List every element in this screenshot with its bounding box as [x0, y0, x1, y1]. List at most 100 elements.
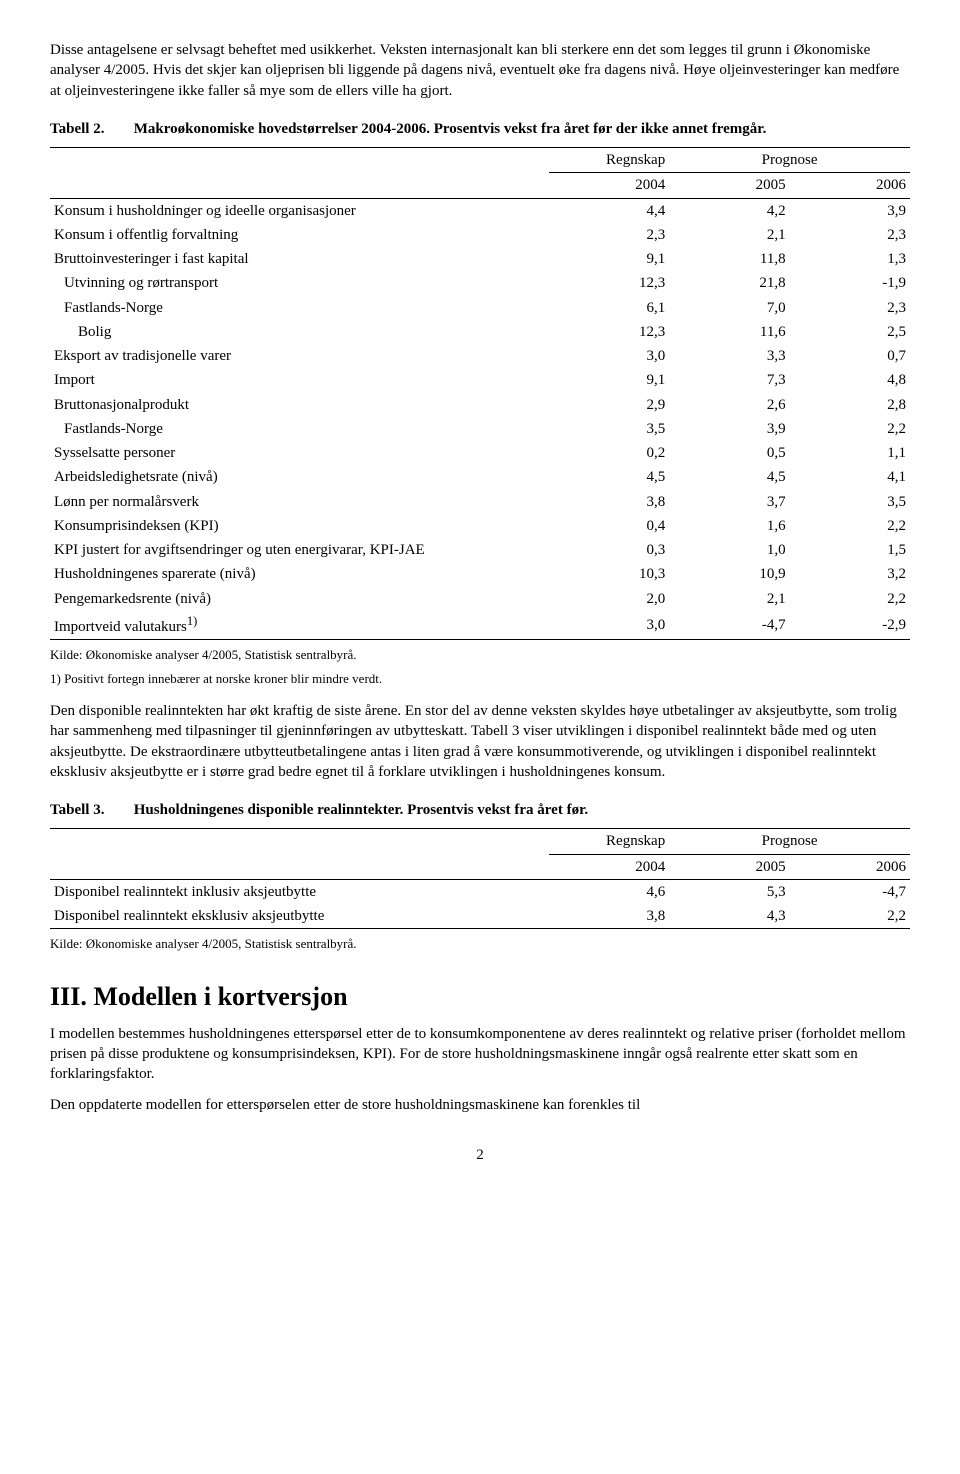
table-row: Fastlands-Norge3,53,92,2 [50, 417, 910, 441]
row-label: Husholdningenes sparerate (nivå) [50, 562, 549, 586]
table2-blank-header-2 [50, 173, 549, 198]
table2-blank-header [50, 148, 549, 173]
table-row: Utvinning og rørtransport12,321,8-1,9 [50, 271, 910, 295]
table2-year-0: 2004 [549, 173, 669, 198]
cell-value: 3,0 [549, 344, 669, 368]
cell-value: 3,8 [549, 904, 669, 929]
cell-value: 4,6 [549, 879, 669, 904]
cell-value: 1,1 [790, 441, 910, 465]
cell-value: 4,4 [549, 198, 669, 223]
cell-value: 2,6 [669, 393, 789, 417]
cell-value: 2,2 [790, 514, 910, 538]
cell-value: 10,9 [669, 562, 789, 586]
table-row: Disponibel realinntekt eksklusiv aksjeut… [50, 904, 910, 929]
cell-value: 1,6 [669, 514, 789, 538]
row-label: Bruttoinvesteringer i fast kapital [50, 247, 549, 271]
cell-value: 0,7 [790, 344, 910, 368]
table-row: Bruttoinvesteringer i fast kapital9,111,… [50, 247, 910, 271]
table2-footnote: 1) Positivt fortegn innebærer at norske … [50, 670, 910, 688]
row-label: Lønn per normalårsverk [50, 490, 549, 514]
cell-value: 2,2 [790, 904, 910, 929]
table3-year-2: 2006 [790, 854, 910, 879]
page-number: 2 [50, 1145, 910, 1165]
row-label: Bolig [50, 320, 549, 344]
cell-value: -1,9 [790, 271, 910, 295]
table2-caption-text: Makroøkonomiske hovedstørrelser 2004-200… [134, 121, 767, 137]
section3-heading: III. Modellen i kortversjon [50, 979, 910, 1014]
table3-label: Tabell 3. [50, 800, 130, 820]
cell-value: 7,3 [669, 368, 789, 392]
table2-label: Tabell 2. [50, 119, 130, 139]
cell-value: 2,2 [790, 587, 910, 611]
table2-year-1: 2005 [669, 173, 789, 198]
intro-paragraph: Disse antagelsene er selvsagt beheftet m… [50, 40, 910, 101]
cell-value: 3,2 [790, 562, 910, 586]
table-row: Lønn per normalårsverk3,83,73,5 [50, 490, 910, 514]
cell-value: 4,8 [790, 368, 910, 392]
cell-value: 9,1 [549, 247, 669, 271]
cell-value: 2,1 [669, 587, 789, 611]
cell-value: 0,5 [669, 441, 789, 465]
mid-paragraph: Den disponible realinntekten har økt kra… [50, 701, 910, 782]
row-superscript: 1) [187, 614, 197, 628]
row-label: Konsum i husholdninger og ideelle organi… [50, 198, 549, 223]
row-label: Fastlands-Norge [50, 417, 549, 441]
table3-caption: Tabell 3. Husholdningenes disponible rea… [50, 800, 910, 820]
cell-value: 1,3 [790, 247, 910, 271]
cell-value: 12,3 [549, 320, 669, 344]
table3-caption-text: Husholdningenes disponible realinntekter… [134, 802, 588, 818]
cell-value: -4,7 [669, 611, 789, 640]
table-row: Import9,17,34,8 [50, 368, 910, 392]
section3-p2: Den oppdaterte modellen for etterspørsel… [50, 1095, 910, 1115]
table2: Regnskap Prognose 2004 2005 2006 Konsum … [50, 147, 910, 640]
table-row: Sysselsatte personer0,20,51,1 [50, 441, 910, 465]
table-row: Bruttonasjonalprodukt2,92,62,8 [50, 393, 910, 417]
table3-source: Kilde: Økonomiske analyser 4/2005, Stati… [50, 935, 910, 953]
cell-value: 2,2 [790, 417, 910, 441]
cell-value: 3,5 [790, 490, 910, 514]
cell-value: 0,4 [549, 514, 669, 538]
cell-value: 5,3 [669, 879, 789, 904]
row-label: Eksport av tradisjonelle varer [50, 344, 549, 368]
table-row: Konsumprisindeksen (KPI)0,41,62,2 [50, 514, 910, 538]
cell-value: 0,3 [549, 538, 669, 562]
cell-value: 2,8 [790, 393, 910, 417]
cell-value: 11,6 [669, 320, 789, 344]
table-row: Fastlands-Norge6,17,02,3 [50, 296, 910, 320]
row-label: Bruttonasjonalprodukt [50, 393, 549, 417]
row-label: Pengemarkedsrente (nivå) [50, 587, 549, 611]
table2-group-regnskap: Regnskap [549, 148, 669, 173]
cell-value: 3,5 [549, 417, 669, 441]
cell-value: 7,0 [669, 296, 789, 320]
cell-value: 2,1 [669, 223, 789, 247]
cell-value: 2,3 [549, 223, 669, 247]
cell-value: 4,1 [790, 465, 910, 489]
table-row: Eksport av tradisjonelle varer3,03,30,7 [50, 344, 910, 368]
table3-year-0: 2004 [549, 854, 669, 879]
row-label: Import [50, 368, 549, 392]
cell-value: 2,0 [549, 587, 669, 611]
table3-group-regnskap: Regnskap [549, 829, 669, 854]
table3-year-1: 2005 [669, 854, 789, 879]
table-row: Pengemarkedsrente (nivå)2,02,12,2 [50, 587, 910, 611]
table-row: Konsum i offentlig forvaltning2,32,12,3 [50, 223, 910, 247]
cell-value: 10,3 [549, 562, 669, 586]
cell-value: 12,3 [549, 271, 669, 295]
section3-p1: I modellen bestemmes husholdningenes ett… [50, 1024, 910, 1085]
row-label: Disponibel realinntekt eksklusiv aksjeut… [50, 904, 549, 929]
table-row: Importveid valutakurs1)3,0-4,7-2,9 [50, 611, 910, 640]
row-label: KPI justert for avgiftsendringer og uten… [50, 538, 549, 562]
table-row: Disponibel realinntekt inklusiv aksjeutb… [50, 879, 910, 904]
cell-value: 2,3 [790, 223, 910, 247]
row-label: Fastlands-Norge [50, 296, 549, 320]
table-row: Bolig12,311,62,5 [50, 320, 910, 344]
table2-year-2: 2006 [790, 173, 910, 198]
cell-value: 4,2 [669, 198, 789, 223]
cell-value: 1,5 [790, 538, 910, 562]
cell-value: 3,9 [790, 198, 910, 223]
cell-value: 4,5 [669, 465, 789, 489]
cell-value: 3,3 [669, 344, 789, 368]
cell-value: 6,1 [549, 296, 669, 320]
table2-group-prognose: Prognose [669, 148, 910, 173]
row-label: Importveid valutakurs1) [50, 611, 549, 640]
